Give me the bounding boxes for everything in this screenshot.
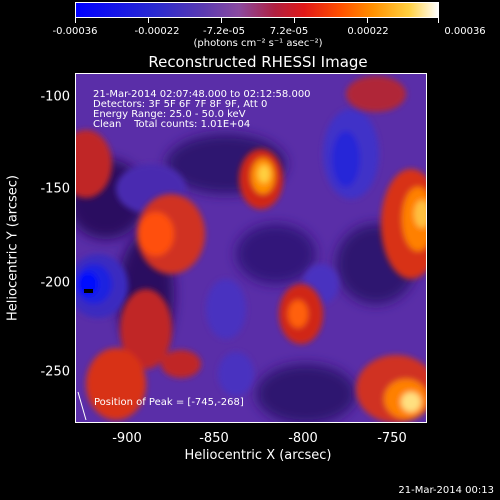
x-tick-label: -750 [377,431,407,446]
colorbar [75,2,439,18]
x-tick-label: -900 [112,431,142,446]
colorbar-tick [75,18,76,23]
image-canvas [76,74,426,422]
colorbar-label: -0.00036 [52,26,98,37]
colorbar-label: 0.00036 [444,26,486,37]
colorbar-tick [294,18,295,23]
colorbar-label: -7.2e-05 [203,26,245,37]
x-axis-label: Heliocentric X (arcsec) [184,448,332,463]
y-axis-label: Heliocentric Y (arcsec) [5,175,21,321]
x-tick-label: -850 [199,431,229,446]
timestamp: 21-Mar-2014 00:13 [398,485,494,496]
colorbar-label: 0.00022 [347,26,389,37]
info-energy-range: Energy Range: 25.0 - 50.0 keV [93,109,246,120]
colorbar-tick [221,18,222,23]
colorbar-tick [148,18,149,23]
y-tick-label: -150 [40,181,70,197]
info-detectors: Detectors: 3F 5F 6F 7F 8F 9F, Att 0 [93,99,268,110]
colorbar-units: (photons cm⁻² s⁻¹ asec⁻²) [193,38,323,49]
colorbar-label: -0.00022 [134,26,180,37]
x-tick-label: -800 [288,431,318,446]
y-tick-label: -200 [40,275,70,291]
rhessi-image: 21-Mar-2014 02:07:48.000 to 02:12:58.000… [75,73,427,423]
info-time-range: 21-Mar-2014 02:07:48.000 to 02:12:58.000 [93,89,311,100]
colorbar-tick [438,18,439,23]
info-clean-counts: Clean Total counts: 1.01E+04 [93,119,251,130]
peak-position: Position of Peak = [-745,-268] [94,397,244,408]
y-tick-label: -100 [40,89,70,105]
colorbar-label: 7.2e-05 [269,26,309,37]
plot-title: Reconstructed RHESSI Image [148,53,368,71]
colorbar-tick [367,18,368,23]
y-tick-label: -250 [40,364,70,380]
